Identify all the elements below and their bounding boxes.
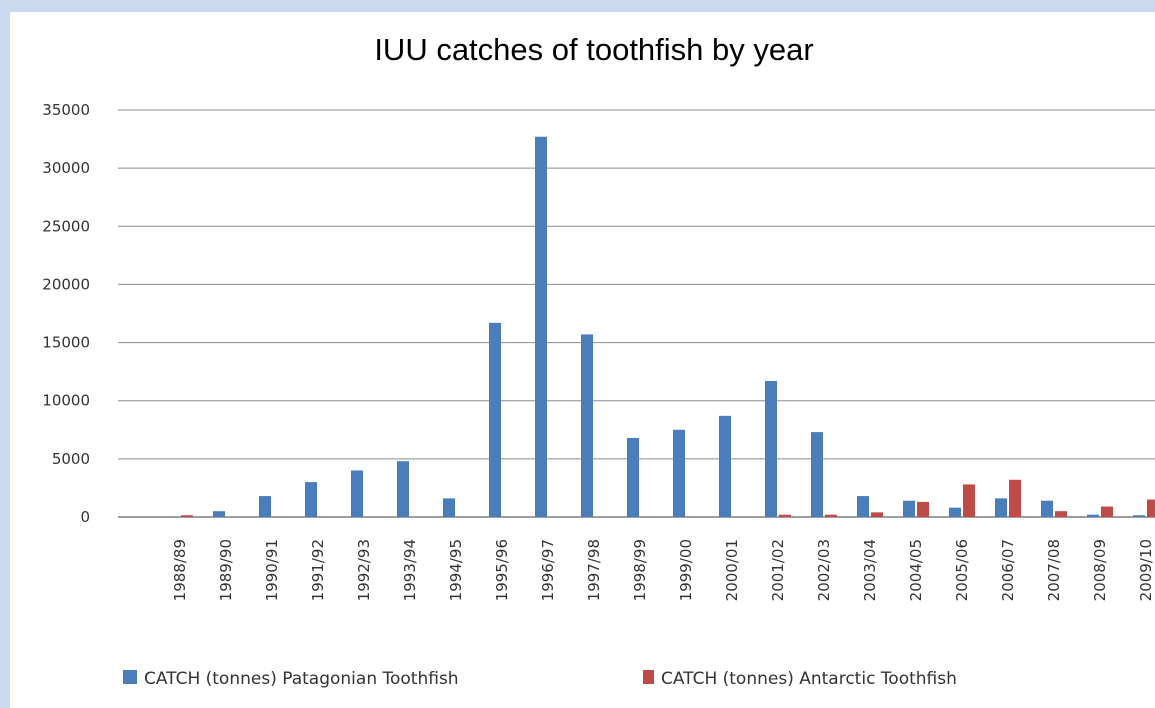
bar-antarctic bbox=[825, 514, 837, 517]
bar-patagonian bbox=[489, 322, 501, 517]
x-tick-label: 2005/06 bbox=[953, 539, 971, 601]
x-tick-label: 2004/05 bbox=[907, 539, 925, 601]
x-tick-label: 1988/89 bbox=[171, 539, 189, 601]
y-tick-label: 0 bbox=[80, 508, 90, 526]
x-tick-label: 2000/01 bbox=[723, 539, 741, 601]
chart: IUU catches of toothfish by year 0 5000 10… bbox=[42, 32, 1155, 689]
x-tick-label: 2007/08 bbox=[1045, 539, 1063, 601]
x-tick-label: 1990/91 bbox=[263, 539, 281, 601]
bar-patagonian bbox=[627, 437, 639, 517]
tick-labels: 0 5000 10000 15000 20000 25000 30000 35000 1988/… bbox=[42, 101, 1155, 601]
chart-frame: IUU catches of toothfish by year 0 5000 10… bbox=[10, 12, 1155, 708]
x-tick-label: 1993/94 bbox=[401, 539, 419, 601]
x-tick-label: 2008/09 bbox=[1091, 539, 1109, 601]
bar-patagonian bbox=[1041, 500, 1053, 517]
legend-swatch bbox=[123, 670, 137, 684]
bar-patagonian bbox=[305, 482, 317, 517]
x-tick-label: 2009/10 bbox=[1137, 539, 1155, 601]
bar-patagonian bbox=[535, 136, 547, 517]
bar-antarctic bbox=[779, 514, 791, 517]
x-tick-label: 1992/93 bbox=[355, 539, 373, 601]
y-tick-label: 15000 bbox=[42, 334, 90, 352]
bar-patagonian bbox=[1133, 515, 1145, 517]
legend: CATCH (tonnes) Patagonian Toothfish CATCH… bbox=[123, 669, 957, 689]
bar-antarctic bbox=[1009, 479, 1021, 517]
x-tick-label: 1989/90 bbox=[217, 539, 235, 601]
legend-item: CATCH (tonnes) Antarctic Toothfish bbox=[643, 669, 957, 689]
bar-antarctic bbox=[1055, 511, 1067, 517]
bar-patagonian bbox=[581, 334, 593, 517]
bars bbox=[181, 136, 1155, 517]
x-tick-label: 2002/03 bbox=[815, 539, 833, 601]
bar-patagonian bbox=[351, 470, 363, 517]
bar-antarctic bbox=[181, 515, 193, 517]
y-tick-label: 10000 bbox=[42, 392, 90, 410]
bar-antarctic bbox=[917, 501, 929, 517]
chart-title: IUU catches of toothfish by year bbox=[374, 32, 813, 67]
gridlines bbox=[118, 109, 1155, 460]
bar-patagonian bbox=[765, 380, 777, 517]
legend-swatch bbox=[643, 670, 654, 684]
legend-item: CATCH (tonnes) Patagonian Toothfish bbox=[123, 669, 459, 689]
bar-patagonian bbox=[259, 496, 271, 517]
bar-patagonian bbox=[719, 415, 731, 517]
bar-patagonian bbox=[1087, 514, 1099, 517]
x-tick-label: 1998/99 bbox=[631, 539, 649, 601]
bar-patagonian bbox=[949, 507, 961, 517]
bar-patagonian bbox=[857, 496, 869, 517]
x-tick-label: 1996/97 bbox=[539, 539, 557, 601]
bar-patagonian bbox=[903, 500, 915, 517]
y-tick-label: 20000 bbox=[42, 275, 90, 293]
bar-patagonian bbox=[213, 511, 225, 517]
bar-antarctic bbox=[1101, 506, 1113, 517]
bar-antarctic bbox=[1147, 499, 1155, 517]
x-tick-label: 1997/98 bbox=[585, 539, 603, 601]
bar-antarctic bbox=[963, 484, 975, 517]
x-tick-label: 2001/02 bbox=[769, 539, 787, 601]
y-tick-label: 30000 bbox=[42, 159, 90, 177]
bar-patagonian bbox=[673, 429, 685, 517]
x-tick-label: 1994/95 bbox=[447, 539, 465, 601]
bar-patagonian bbox=[811, 432, 823, 517]
x-tick-label: 1995/96 bbox=[493, 539, 511, 601]
y-tick-label: 25000 bbox=[42, 217, 90, 235]
y-tick-label: 35000 bbox=[42, 101, 90, 119]
x-tick-label: 1991/92 bbox=[309, 539, 327, 601]
bar-patagonian bbox=[995, 498, 1007, 517]
bar-antarctic bbox=[871, 512, 883, 517]
x-tick-label: 1999/00 bbox=[677, 539, 695, 601]
x-tick-label: 2006/07 bbox=[999, 539, 1017, 601]
bar-patagonian bbox=[397, 461, 409, 517]
legend-label: CATCH (tonnes) Antarctic Toothfish bbox=[661, 669, 957, 689]
x-tick-label: 2003/04 bbox=[861, 539, 879, 601]
legend-label: CATCH (tonnes) Patagonian Toothfish bbox=[144, 669, 459, 689]
y-tick-label: 5000 bbox=[52, 450, 90, 468]
bar-patagonian bbox=[443, 498, 455, 517]
